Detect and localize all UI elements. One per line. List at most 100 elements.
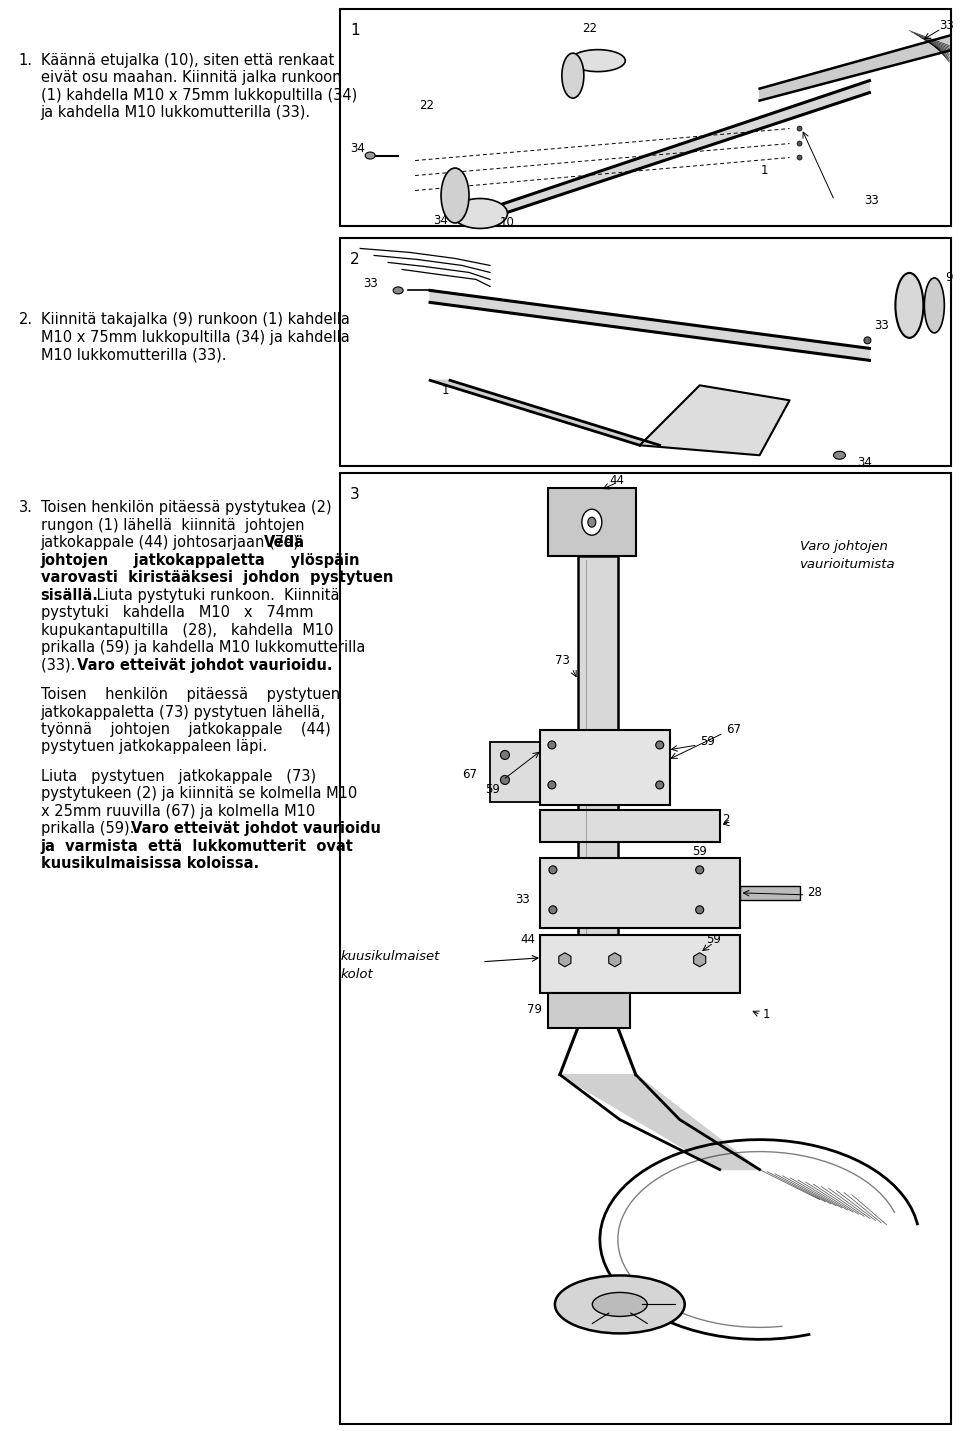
Text: 28: 28 (807, 886, 823, 899)
Text: 44: 44 (610, 474, 625, 487)
Text: varovasti  kiristääksesi  johdon  pystytuen: varovasti kiristääksesi johdon pystytuen (40, 570, 393, 585)
Text: Varo etteivät johdot vaurioidu.: Varo etteivät johdot vaurioidu. (77, 658, 332, 673)
Ellipse shape (548, 781, 556, 788)
Ellipse shape (548, 741, 556, 748)
Text: M10 x 75mm lukkopultilla (34) ja kahdella: M10 x 75mm lukkopultilla (34) ja kahdell… (40, 331, 349, 345)
Ellipse shape (588, 517, 596, 527)
Text: rungon (1) lähellä  kiinnitä  johtojen: rungon (1) lähellä kiinnitä johtojen (40, 518, 304, 532)
Text: Vedä: Vedä (264, 535, 305, 550)
Text: pystytuki   kahdella   M10   x   74mm: pystytuki kahdella M10 x 74mm (40, 605, 313, 620)
Polygon shape (759, 36, 949, 100)
Bar (540, 730, 670, 804)
Ellipse shape (570, 50, 625, 72)
Text: jatkokappale (44) johtosarjaan (79).: jatkokappale (44) johtosarjaan (79). (40, 535, 309, 550)
Ellipse shape (500, 750, 510, 760)
Ellipse shape (562, 53, 584, 99)
Text: 1.: 1. (18, 53, 33, 67)
Text: 59: 59 (700, 736, 714, 748)
Text: Kiinnitä takajalka (9) runkoon (1) kahdella: Kiinnitä takajalka (9) runkoon (1) kahde… (40, 312, 349, 328)
Text: ja kahdella M10 lukkomutterilla (33).: ja kahdella M10 lukkomutterilla (33). (40, 104, 311, 120)
Polygon shape (609, 953, 621, 967)
Text: 2: 2 (350, 252, 360, 268)
Text: 44: 44 (520, 933, 535, 946)
Text: Varo johtojen: Varo johtojen (800, 539, 887, 554)
Text: 59: 59 (485, 783, 500, 797)
Text: kuusikulmaiset: kuusikulmaiset (340, 950, 440, 963)
Text: 33: 33 (939, 19, 954, 31)
Text: 33: 33 (364, 278, 378, 290)
Bar (540, 810, 720, 841)
Ellipse shape (797, 155, 802, 160)
Bar (340, 239, 951, 467)
Text: 2.: 2. (18, 312, 33, 328)
Polygon shape (559, 953, 571, 967)
Text: 9: 9 (946, 270, 953, 283)
Text: pystytukeen (2) ja kiinnitä se kolmella M10: pystytukeen (2) ja kiinnitä se kolmella … (40, 787, 357, 801)
Polygon shape (639, 385, 789, 455)
Ellipse shape (656, 741, 663, 748)
Text: Käännä etujalka (10), siten että renkaat: Käännä etujalka (10), siten että renkaat (40, 53, 334, 67)
Text: jatkokappaletta (73) pystytuen lähellä,: jatkokappaletta (73) pystytuen lähellä, (40, 704, 325, 720)
Text: vaurioitumista: vaurioitumista (800, 558, 895, 571)
Ellipse shape (797, 126, 802, 132)
Text: 34: 34 (349, 142, 365, 155)
Text: (1) kahdella M10 x 75mm lukkopultilla (34): (1) kahdella M10 x 75mm lukkopultilla (3… (40, 87, 357, 103)
Text: kolot: kolot (340, 967, 372, 980)
Bar (490, 743, 541, 801)
Ellipse shape (500, 776, 510, 784)
Ellipse shape (394, 288, 403, 293)
Text: prikalla (59).: prikalla (59). (40, 821, 138, 836)
Text: 22: 22 (583, 21, 597, 36)
Text: 3.: 3. (18, 501, 33, 515)
Text: 1: 1 (350, 23, 360, 37)
Polygon shape (430, 290, 870, 361)
Text: eivät osu maahan. Kiinnitä jalka runkoon: eivät osu maahan. Kiinnitä jalka runkoon (40, 70, 341, 84)
Bar (340, 9, 951, 226)
Text: Varo etteivät johdot vaurioidu: Varo etteivät johdot vaurioidu (132, 821, 381, 836)
Text: 22: 22 (420, 99, 435, 112)
Polygon shape (694, 953, 706, 967)
Text: Toisen henkilön pitäessä pystytukea (2): Toisen henkilön pitäessä pystytukea (2) (40, 501, 331, 515)
Text: 33: 33 (875, 319, 889, 332)
Bar (739, 886, 800, 900)
Ellipse shape (864, 336, 871, 343)
Ellipse shape (696, 906, 704, 914)
Ellipse shape (365, 152, 375, 159)
Text: 2: 2 (722, 813, 730, 826)
Text: M10 lukkomutterilla (33).: M10 lukkomutterilla (33). (40, 348, 227, 362)
Ellipse shape (833, 451, 846, 459)
Bar (548, 488, 636, 557)
Ellipse shape (441, 167, 469, 223)
Text: kuusikulmaisissa koloissa.: kuusikulmaisissa koloissa. (40, 856, 259, 871)
Bar (540, 934, 739, 993)
Text: ja  varmista  että  lukkomutterit  ovat: ja varmista että lukkomutterit ovat (40, 839, 353, 854)
Text: työnnä    johtojen    jatkokappale    (44): työnnä johtojen jatkokappale (44) (40, 723, 330, 737)
Bar (578, 557, 618, 966)
Ellipse shape (696, 866, 704, 874)
Text: kupukantapultilla   (28),   kahdella  M10: kupukantapultilla (28), kahdella M10 (40, 622, 333, 638)
Text: 1: 1 (762, 1009, 770, 1022)
Ellipse shape (592, 1292, 647, 1317)
Text: prikalla (59) ja kahdella M10 lukkomutterilla: prikalla (59) ja kahdella M10 lukkomutte… (40, 640, 365, 655)
Text: johtojen     jatkokappaletta     ylöspäin: johtojen jatkokappaletta ylöspäin (40, 552, 360, 568)
Ellipse shape (924, 278, 945, 333)
Text: 3: 3 (350, 487, 360, 502)
Text: (33).: (33). (40, 658, 80, 673)
Polygon shape (498, 80, 870, 216)
Text: 33: 33 (516, 893, 530, 906)
Text: 1: 1 (761, 165, 768, 177)
Polygon shape (430, 381, 660, 445)
Ellipse shape (555, 1275, 684, 1334)
Text: 34: 34 (857, 455, 873, 469)
Text: 33: 33 (864, 195, 879, 207)
Bar (548, 993, 630, 1027)
Ellipse shape (549, 906, 557, 914)
Bar (340, 474, 951, 1424)
Text: 67: 67 (726, 724, 741, 737)
Ellipse shape (797, 142, 802, 146)
Text: 34: 34 (433, 215, 448, 228)
Text: 73: 73 (555, 654, 570, 667)
Ellipse shape (656, 781, 663, 788)
Ellipse shape (582, 509, 602, 535)
Text: pystytuen jatkokappaleen läpi.: pystytuen jatkokappaleen läpi. (40, 740, 267, 754)
